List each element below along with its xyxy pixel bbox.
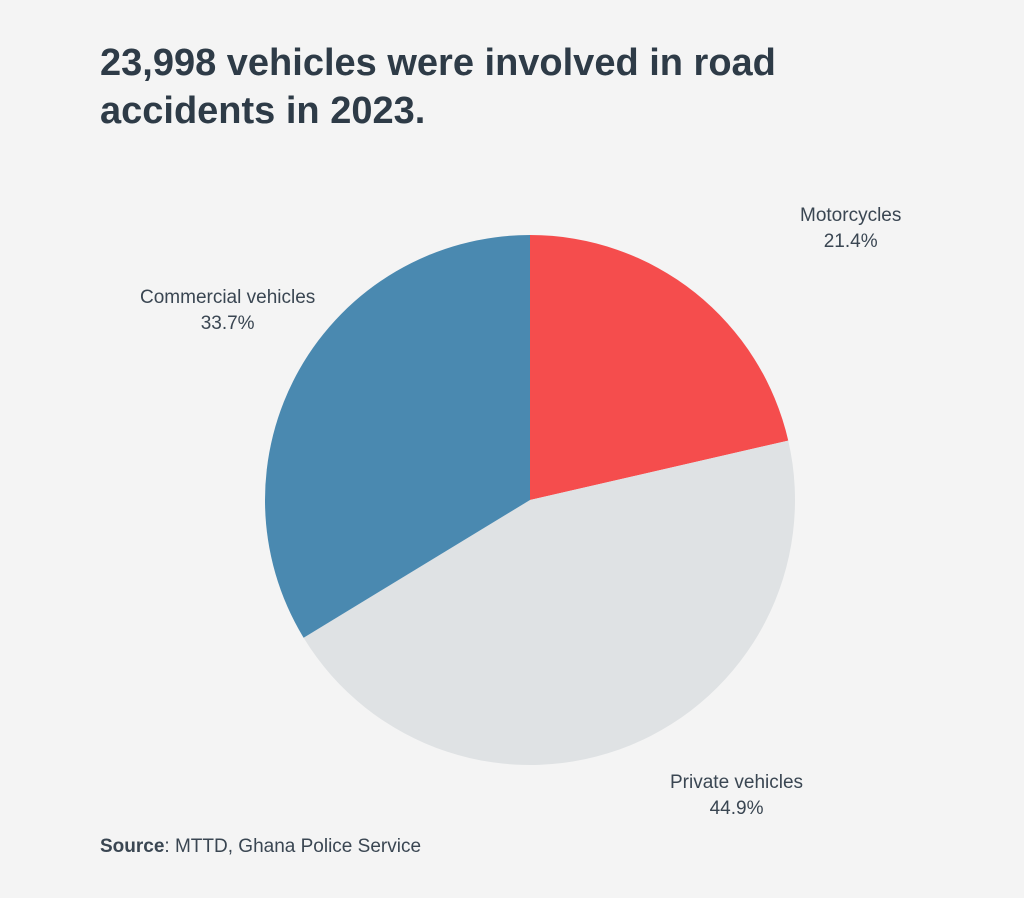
slice-label-text: Motorcycles: [800, 203, 901, 229]
slice-label-text: Commercial vehicles: [140, 285, 315, 311]
chart-title: 23,998 vehicles were involved in road ac…: [100, 40, 960, 135]
slice-label-motorcycles: Motorcycles21.4%: [800, 203, 901, 254]
slice-label-text: Private vehicles: [670, 770, 803, 796]
source-text: : MTTD, Ghana Police Service: [164, 836, 421, 857]
slice-label-private-vehicles: Private vehicles44.9%: [670, 770, 803, 821]
slice-percent-text: 44.9%: [670, 796, 803, 822]
slice-percent-text: 21.4%: [800, 229, 901, 255]
chart-container: 23,998 vehicles were involved in road ac…: [0, 0, 1024, 898]
slice-label-commercial-vehicles: Commercial vehicles33.7%: [140, 285, 315, 336]
source-prefix: Source: [100, 836, 164, 857]
slice-percent-text: 33.7%: [140, 311, 315, 337]
pie-chart: Motorcycles21.4%Private vehicles44.9%Com…: [100, 145, 960, 805]
source-line: Source: MTTD, Ghana Police Service: [100, 836, 421, 858]
